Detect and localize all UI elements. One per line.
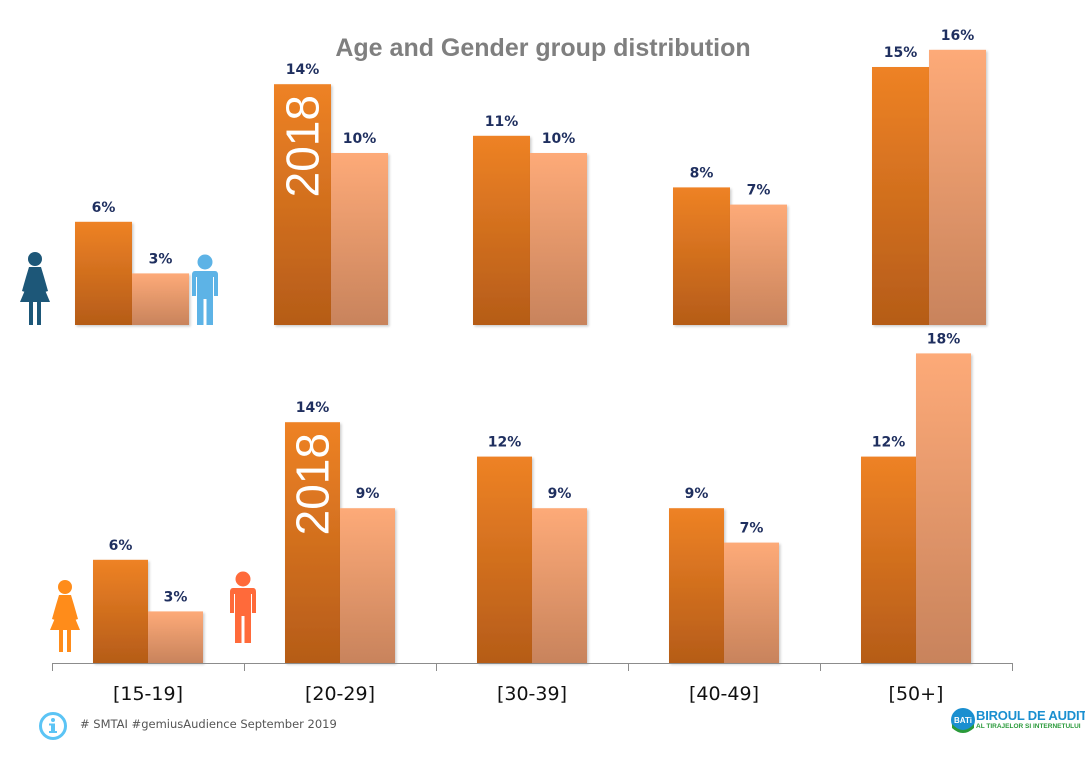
- male-bar: [929, 49, 986, 326]
- female-bar: [477, 456, 532, 663]
- male-bar: [340, 508, 395, 663]
- bar-group-2029: 14% 10%: [274, 62, 388, 325]
- bar-group-4049: 8% 7%: [673, 165, 787, 325]
- female-value-label: 6%: [92, 200, 116, 216]
- female-value-label: 15%: [884, 45, 918, 61]
- bar-group-1519: 6% 3%: [75, 200, 189, 325]
- logo-title: BIROUL DE AUDIT: [976, 708, 1085, 723]
- male-bar: [532, 508, 587, 663]
- category-label: [40-49]: [689, 683, 759, 705]
- category-label: [15-19]: [113, 683, 183, 705]
- female-bar: [872, 67, 929, 325]
- top-male-icon: [192, 254, 218, 325]
- female-value-label: 12%: [488, 435, 522, 451]
- female-value-label: 8%: [690, 165, 714, 181]
- category-label: [20-29]: [305, 683, 375, 705]
- female-value-label: 11%: [485, 114, 519, 130]
- female-bar: [673, 187, 730, 325]
- top-female-icon: [20, 252, 50, 325]
- male-bar: [530, 153, 587, 325]
- top-chart-panel: 6% 3% 14% 10% 11% 10% 8% 7% 15% 16% 2018: [75, 28, 986, 326]
- chart-title: Age and Gender group distribution: [335, 34, 750, 62]
- bottom-male-icon: [230, 571, 256, 643]
- year-label: 2018: [277, 95, 329, 197]
- bar-group-3039: 12% 9%: [477, 435, 587, 663]
- male-value-label: 3%: [164, 589, 188, 605]
- female-bar: [473, 135, 530, 325]
- male-value-label: 7%: [747, 183, 771, 199]
- bar-group-3039: 11% 10%: [473, 114, 587, 325]
- info-icon[interactable]: [38, 711, 68, 741]
- year-label: 2018: [287, 433, 339, 535]
- male-bar: [724, 542, 779, 663]
- bottom-chart-panel: 6% 3% 14% 9% 12% 9% 9% 7% 12% 18% 2018: [93, 331, 971, 663]
- bar-group-50plus: 12% 18%: [861, 331, 971, 663]
- female-value-label: 14%: [296, 400, 330, 416]
- male-bar: [148, 611, 203, 663]
- male-value-label: 10%: [542, 131, 576, 147]
- female-bar: [93, 559, 148, 663]
- male-value-label: 9%: [356, 486, 380, 502]
- logo-subtitle: AL TIRAJELOR SI INTERNETULUI: [976, 723, 1081, 730]
- bati-logo-badge-icon: BATi: [951, 708, 975, 733]
- bar-group-50plus: 15% 16%: [872, 28, 986, 326]
- female-value-label: 14%: [286, 62, 320, 78]
- male-bar: [132, 273, 189, 325]
- female-bar: [274, 84, 331, 325]
- female-bar: [75, 221, 132, 325]
- male-bar: [730, 204, 787, 325]
- female-bar: [861, 456, 916, 663]
- male-value-label: 7%: [740, 521, 764, 537]
- female-value-label: 9%: [685, 486, 709, 502]
- male-bar: [916, 353, 971, 663]
- male-bar: [331, 153, 388, 325]
- female-bar: [285, 422, 340, 663]
- category-label: [50+]: [889, 683, 944, 705]
- bar-group-1519: 6% 3%: [93, 538, 203, 663]
- male-value-label: 9%: [548, 486, 572, 502]
- male-value-label: 16%: [941, 28, 975, 44]
- bar-group-2029: 14% 9%: [285, 400, 395, 663]
- female-value-label: 12%: [872, 435, 906, 451]
- category-axis: [15-19] [20-29] [30-39] [40-49] [50+]: [52, 663, 1013, 705]
- female-value-label: 6%: [109, 538, 133, 554]
- logo-badge-text: BATi: [954, 716, 972, 725]
- category-label: [30-39]: [497, 683, 567, 705]
- male-value-label: 10%: [343, 131, 377, 147]
- female-bar: [669, 508, 724, 663]
- source-note: # SMTAI #gemiusAudience September 2019: [80, 717, 337, 731]
- male-value-label: 3%: [149, 251, 173, 267]
- male-value-label: 18%: [927, 331, 961, 347]
- bottom-female-icon: [50, 580, 80, 652]
- bati-logo: BATi BIROUL DE AUDIT AL TIRAJELOR SI INT…: [950, 706, 1085, 736]
- bar-group-4049: 9% 7%: [669, 486, 779, 663]
